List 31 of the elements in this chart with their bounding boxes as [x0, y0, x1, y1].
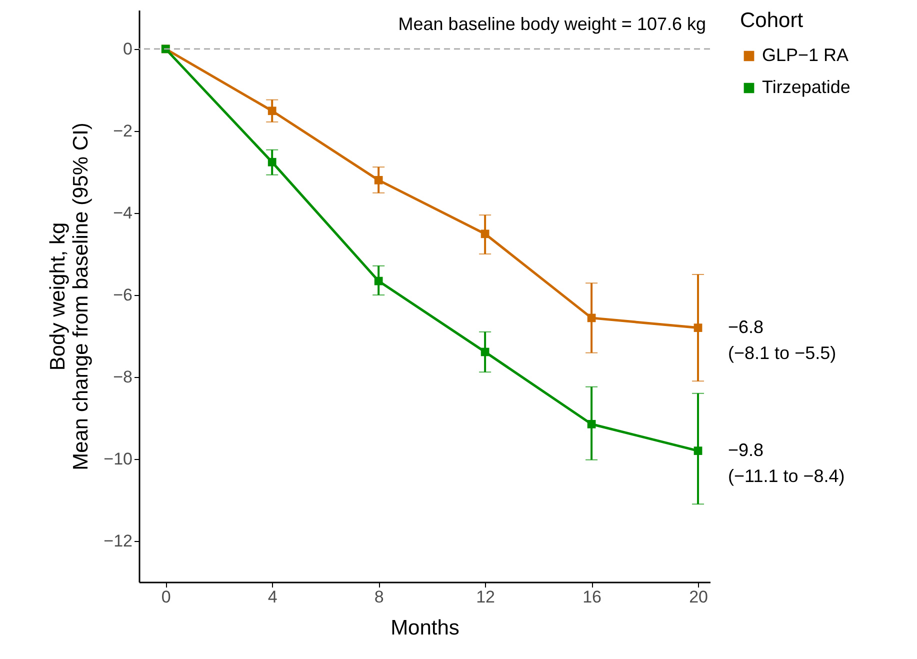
- point: [587, 420, 596, 428]
- point: [374, 176, 383, 184]
- y-tick-label: −10: [104, 449, 132, 468]
- x-axis-title: Months: [390, 616, 460, 640]
- annotation: −9.8 (−11.1 to −8.4): [728, 440, 845, 486]
- y-axis-title: Body weight, kg Mean change from baseline (95% CI): [46, 122, 93, 470]
- y-tick-label: 0: [123, 39, 132, 58]
- x-tick-label: 16: [582, 588, 602, 606]
- point: [374, 276, 383, 286]
- y-tick-label: −4: [113, 203, 132, 222]
- point: [694, 324, 702, 332]
- x-tick-label: 0: [161, 588, 171, 606]
- point: [694, 446, 702, 455]
- x-tick-label: 4: [268, 588, 278, 606]
- legend-title: Cohort: [740, 9, 804, 32]
- annotation: Mean baseline body weight = 107.6 kg: [398, 14, 706, 34]
- x-tick-label: 12: [476, 588, 496, 606]
- point: [480, 230, 490, 238]
- y-tick-label: −8: [113, 367, 132, 386]
- y-tick-label: −12: [104, 531, 132, 550]
- y-tick-label: −6: [113, 285, 132, 304]
- annotation: −6.8 (−8.1 to −5.5): [728, 316, 836, 363]
- point: [268, 106, 276, 116]
- legend-label: GLP−1 RA: [762, 45, 849, 65]
- point: [268, 158, 276, 166]
- point: [587, 314, 596, 322]
- x-tick-label: 20: [689, 588, 708, 606]
- legend-label: Tirzepatide: [762, 77, 850, 97]
- x-tick-label: 8: [374, 588, 384, 606]
- point: [480, 348, 490, 356]
- y-tick-label: −2: [113, 121, 132, 140]
